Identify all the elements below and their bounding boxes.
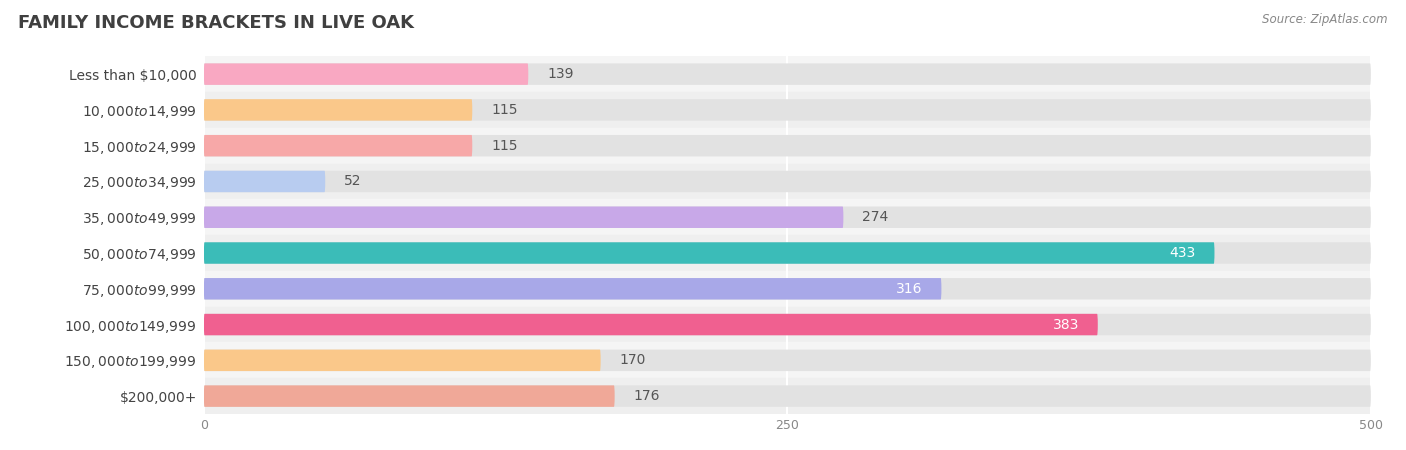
FancyBboxPatch shape: [204, 135, 472, 157]
Bar: [204, 342, 1371, 378]
FancyBboxPatch shape: [204, 350, 600, 371]
Bar: [204, 199, 1371, 235]
FancyBboxPatch shape: [204, 99, 472, 121]
FancyBboxPatch shape: [204, 63, 1371, 85]
FancyBboxPatch shape: [204, 314, 1098, 335]
Text: 115: 115: [491, 103, 517, 117]
Text: 433: 433: [1170, 246, 1197, 260]
Bar: [204, 92, 1371, 128]
Bar: [204, 56, 1371, 92]
FancyBboxPatch shape: [204, 99, 1371, 121]
FancyBboxPatch shape: [204, 171, 1371, 192]
Text: 115: 115: [491, 139, 517, 153]
FancyBboxPatch shape: [204, 278, 1371, 300]
Text: FAMILY INCOME BRACKETS IN LIVE OAK: FAMILY INCOME BRACKETS IN LIVE OAK: [18, 14, 415, 32]
Bar: [204, 164, 1371, 199]
Text: 52: 52: [344, 175, 361, 189]
Bar: [204, 378, 1371, 414]
Text: 274: 274: [862, 210, 889, 224]
Bar: [204, 307, 1371, 342]
Text: 316: 316: [896, 282, 922, 296]
Bar: [204, 235, 1371, 271]
FancyBboxPatch shape: [204, 350, 1371, 371]
FancyBboxPatch shape: [204, 207, 1371, 228]
FancyBboxPatch shape: [204, 171, 325, 192]
FancyBboxPatch shape: [204, 135, 1371, 157]
FancyBboxPatch shape: [204, 385, 1371, 407]
Text: 176: 176: [633, 389, 659, 403]
FancyBboxPatch shape: [204, 385, 614, 407]
FancyBboxPatch shape: [204, 63, 529, 85]
Bar: [204, 128, 1371, 164]
FancyBboxPatch shape: [204, 242, 1215, 264]
Text: 139: 139: [547, 67, 574, 81]
FancyBboxPatch shape: [204, 242, 1371, 264]
FancyBboxPatch shape: [204, 278, 942, 300]
Bar: [204, 271, 1371, 307]
FancyBboxPatch shape: [204, 314, 1371, 335]
Text: 383: 383: [1053, 318, 1080, 332]
Text: 170: 170: [619, 353, 645, 367]
FancyBboxPatch shape: [204, 207, 844, 228]
Text: Source: ZipAtlas.com: Source: ZipAtlas.com: [1263, 14, 1388, 27]
